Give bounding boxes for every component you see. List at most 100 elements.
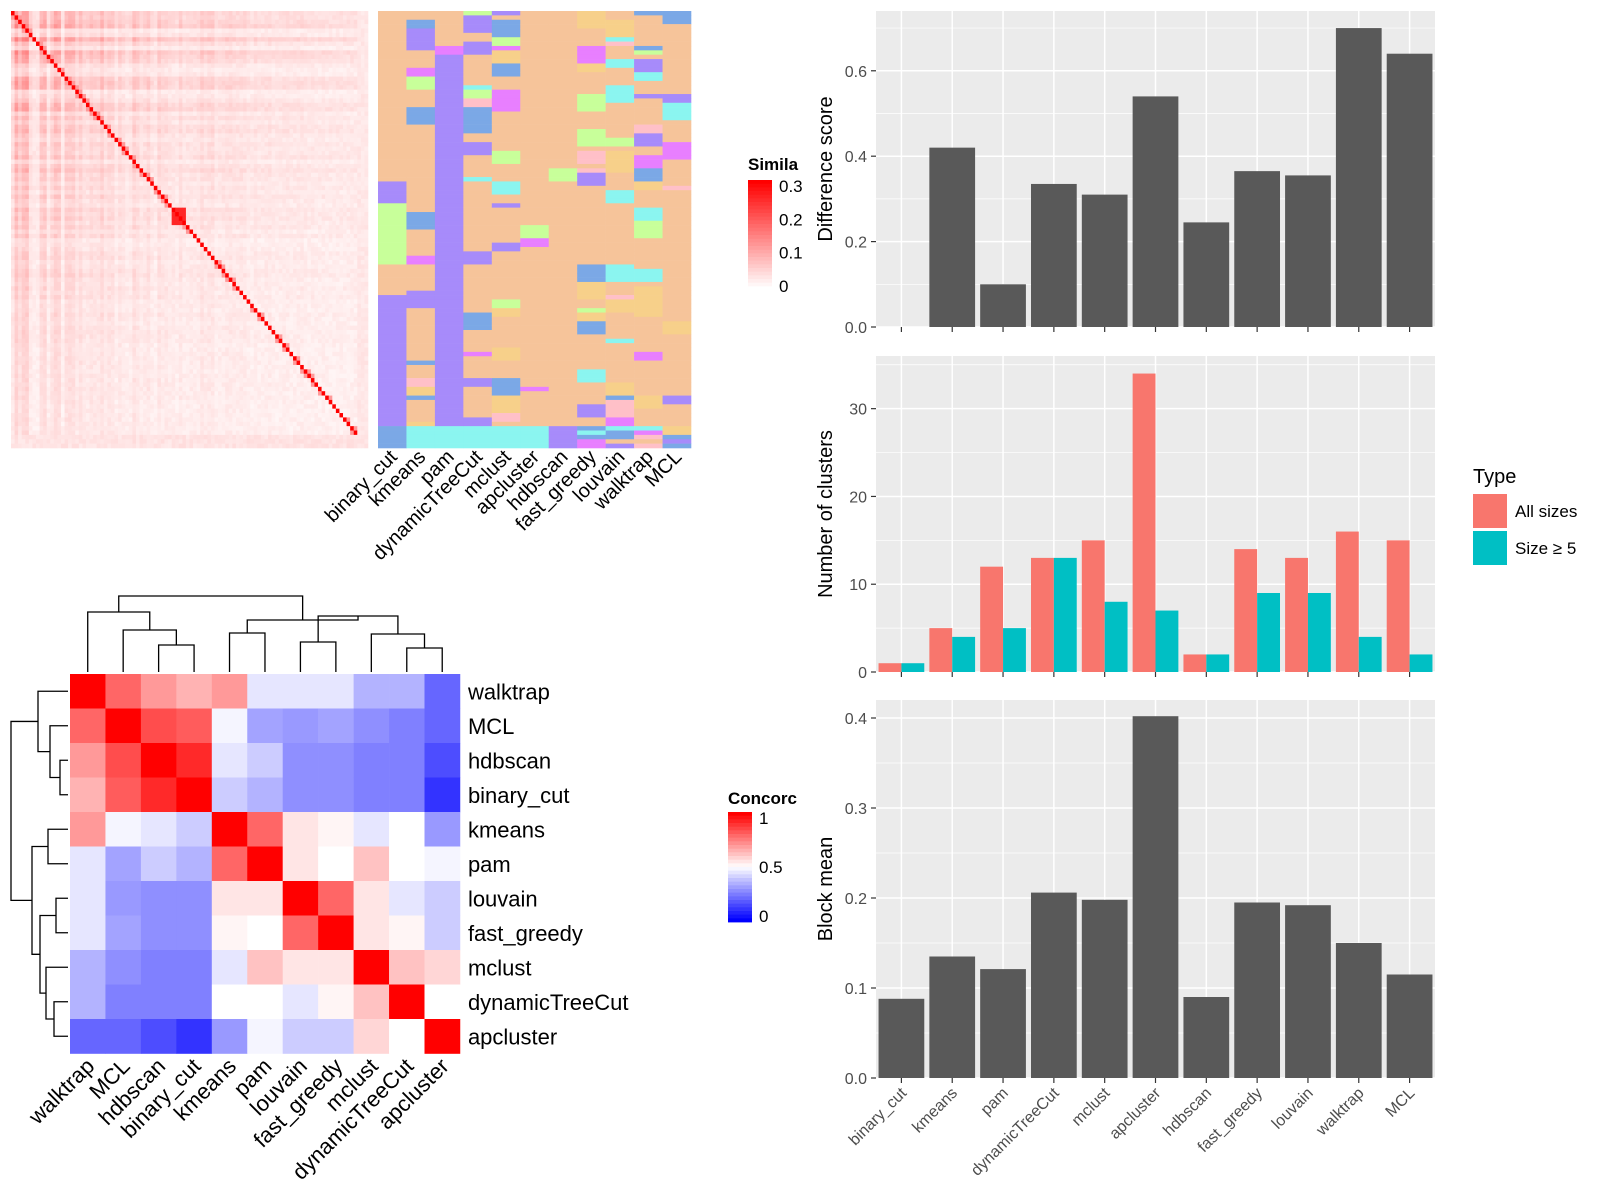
similarity-cell [332,111,337,117]
similarity-cell [21,124,26,130]
similarity-cell [14,220,19,226]
similarity-cell [46,146,51,152]
similarity-cell [110,194,115,200]
similarity-cell [153,142,158,147]
similarity-cell [75,159,80,165]
similarity-cell [246,146,251,152]
similarity-cell [207,177,212,182]
similarity-cell [214,28,219,34]
similarity-cell [307,142,312,147]
similarity-cell [132,124,137,130]
similarity-cell [328,133,333,139]
similarity-cell [96,177,101,182]
similarity-cell [278,102,283,108]
similarity-cell [275,133,280,139]
similarity-cell [46,94,51,99]
similarity-cell [207,98,212,104]
similarity-cell [89,115,94,121]
similarity-cell [228,159,233,165]
similarity-cell [203,185,208,191]
similarity-cell [46,45,51,51]
similarity-cell [164,185,169,191]
similarity-cell [275,80,280,86]
similarity-cell [289,172,294,178]
similarity-cell [153,133,158,139]
similarity-cell [289,67,294,73]
similarity-cell [353,85,358,90]
similarity-cell [260,168,265,173]
similarity-cell [228,212,233,217]
similarity-cell [121,225,126,230]
similarity-cell [303,59,308,64]
similarity-cell [182,54,187,60]
similarity-cell [50,142,55,147]
similarity-cell [282,72,287,77]
similarity-cell [289,37,294,42]
similarity-cell [153,163,158,169]
similarity-cell [125,216,130,222]
similarity-cell [275,124,280,130]
similarity-cell [68,133,72,139]
similarity-cell [343,216,347,222]
similarity-cell [178,146,183,152]
similarity-cell [360,28,365,34]
similarity-cell [68,146,72,152]
similarity-cell [78,155,83,160]
similarity-cell [57,207,62,213]
similarity-cell [246,220,251,226]
similarity-cell [128,102,133,108]
similarity-cell [328,72,333,77]
similarity-cell [60,28,65,34]
similarity-cell [168,37,172,42]
similarity-cell [207,15,212,21]
similarity-cell [50,198,55,204]
similarity-cell [50,37,55,42]
similarity-cell [218,76,222,82]
similarity-cell [264,50,269,55]
similarity-cell [314,63,319,69]
similarity-cell [189,177,194,182]
similarity-cell [335,24,340,29]
similarity-cell [207,41,212,47]
similarity-cell [193,194,197,200]
similarity-cell [185,107,190,112]
similarity-cell [225,111,230,117]
similarity-cell [150,225,155,230]
similarity-cell [89,41,94,47]
similarity-cell [353,155,358,160]
similarity-cell [357,155,362,160]
similarity-cell [193,181,197,187]
similarity-cell [303,198,308,204]
similarity-cell [25,220,30,226]
similarity-cell [285,133,290,139]
similarity-cell [46,98,51,104]
similarity-cell [268,146,272,152]
similarity-cell [332,50,337,55]
similarity-cell [314,94,319,99]
similarity-cell [96,207,101,213]
similarity-cell [339,198,344,204]
similarity-cell [143,203,147,208]
similarity-cell [46,50,51,55]
similarity-cell [221,94,226,99]
similarity-cell [253,177,258,182]
similarity-cell [360,133,365,139]
similarity-cell [210,207,215,213]
similarity-cell [314,194,319,200]
similarity-cell [278,181,283,187]
similarity-cell [239,41,244,47]
similarity-cell [193,177,197,182]
similarity-cell [121,102,126,108]
similarity-cell [14,37,19,42]
similarity-cell [243,163,247,169]
similarity-cell [250,216,255,222]
similarity-cell [218,181,222,187]
similarity-cell [128,185,133,191]
similarity-cell [193,80,197,86]
similarity-cell [275,76,280,82]
similarity-cell [32,212,37,217]
similarity-cell [346,163,351,169]
similarity-cell [96,94,101,99]
similarity-cell [293,194,297,200]
similarity-cell [157,102,162,108]
